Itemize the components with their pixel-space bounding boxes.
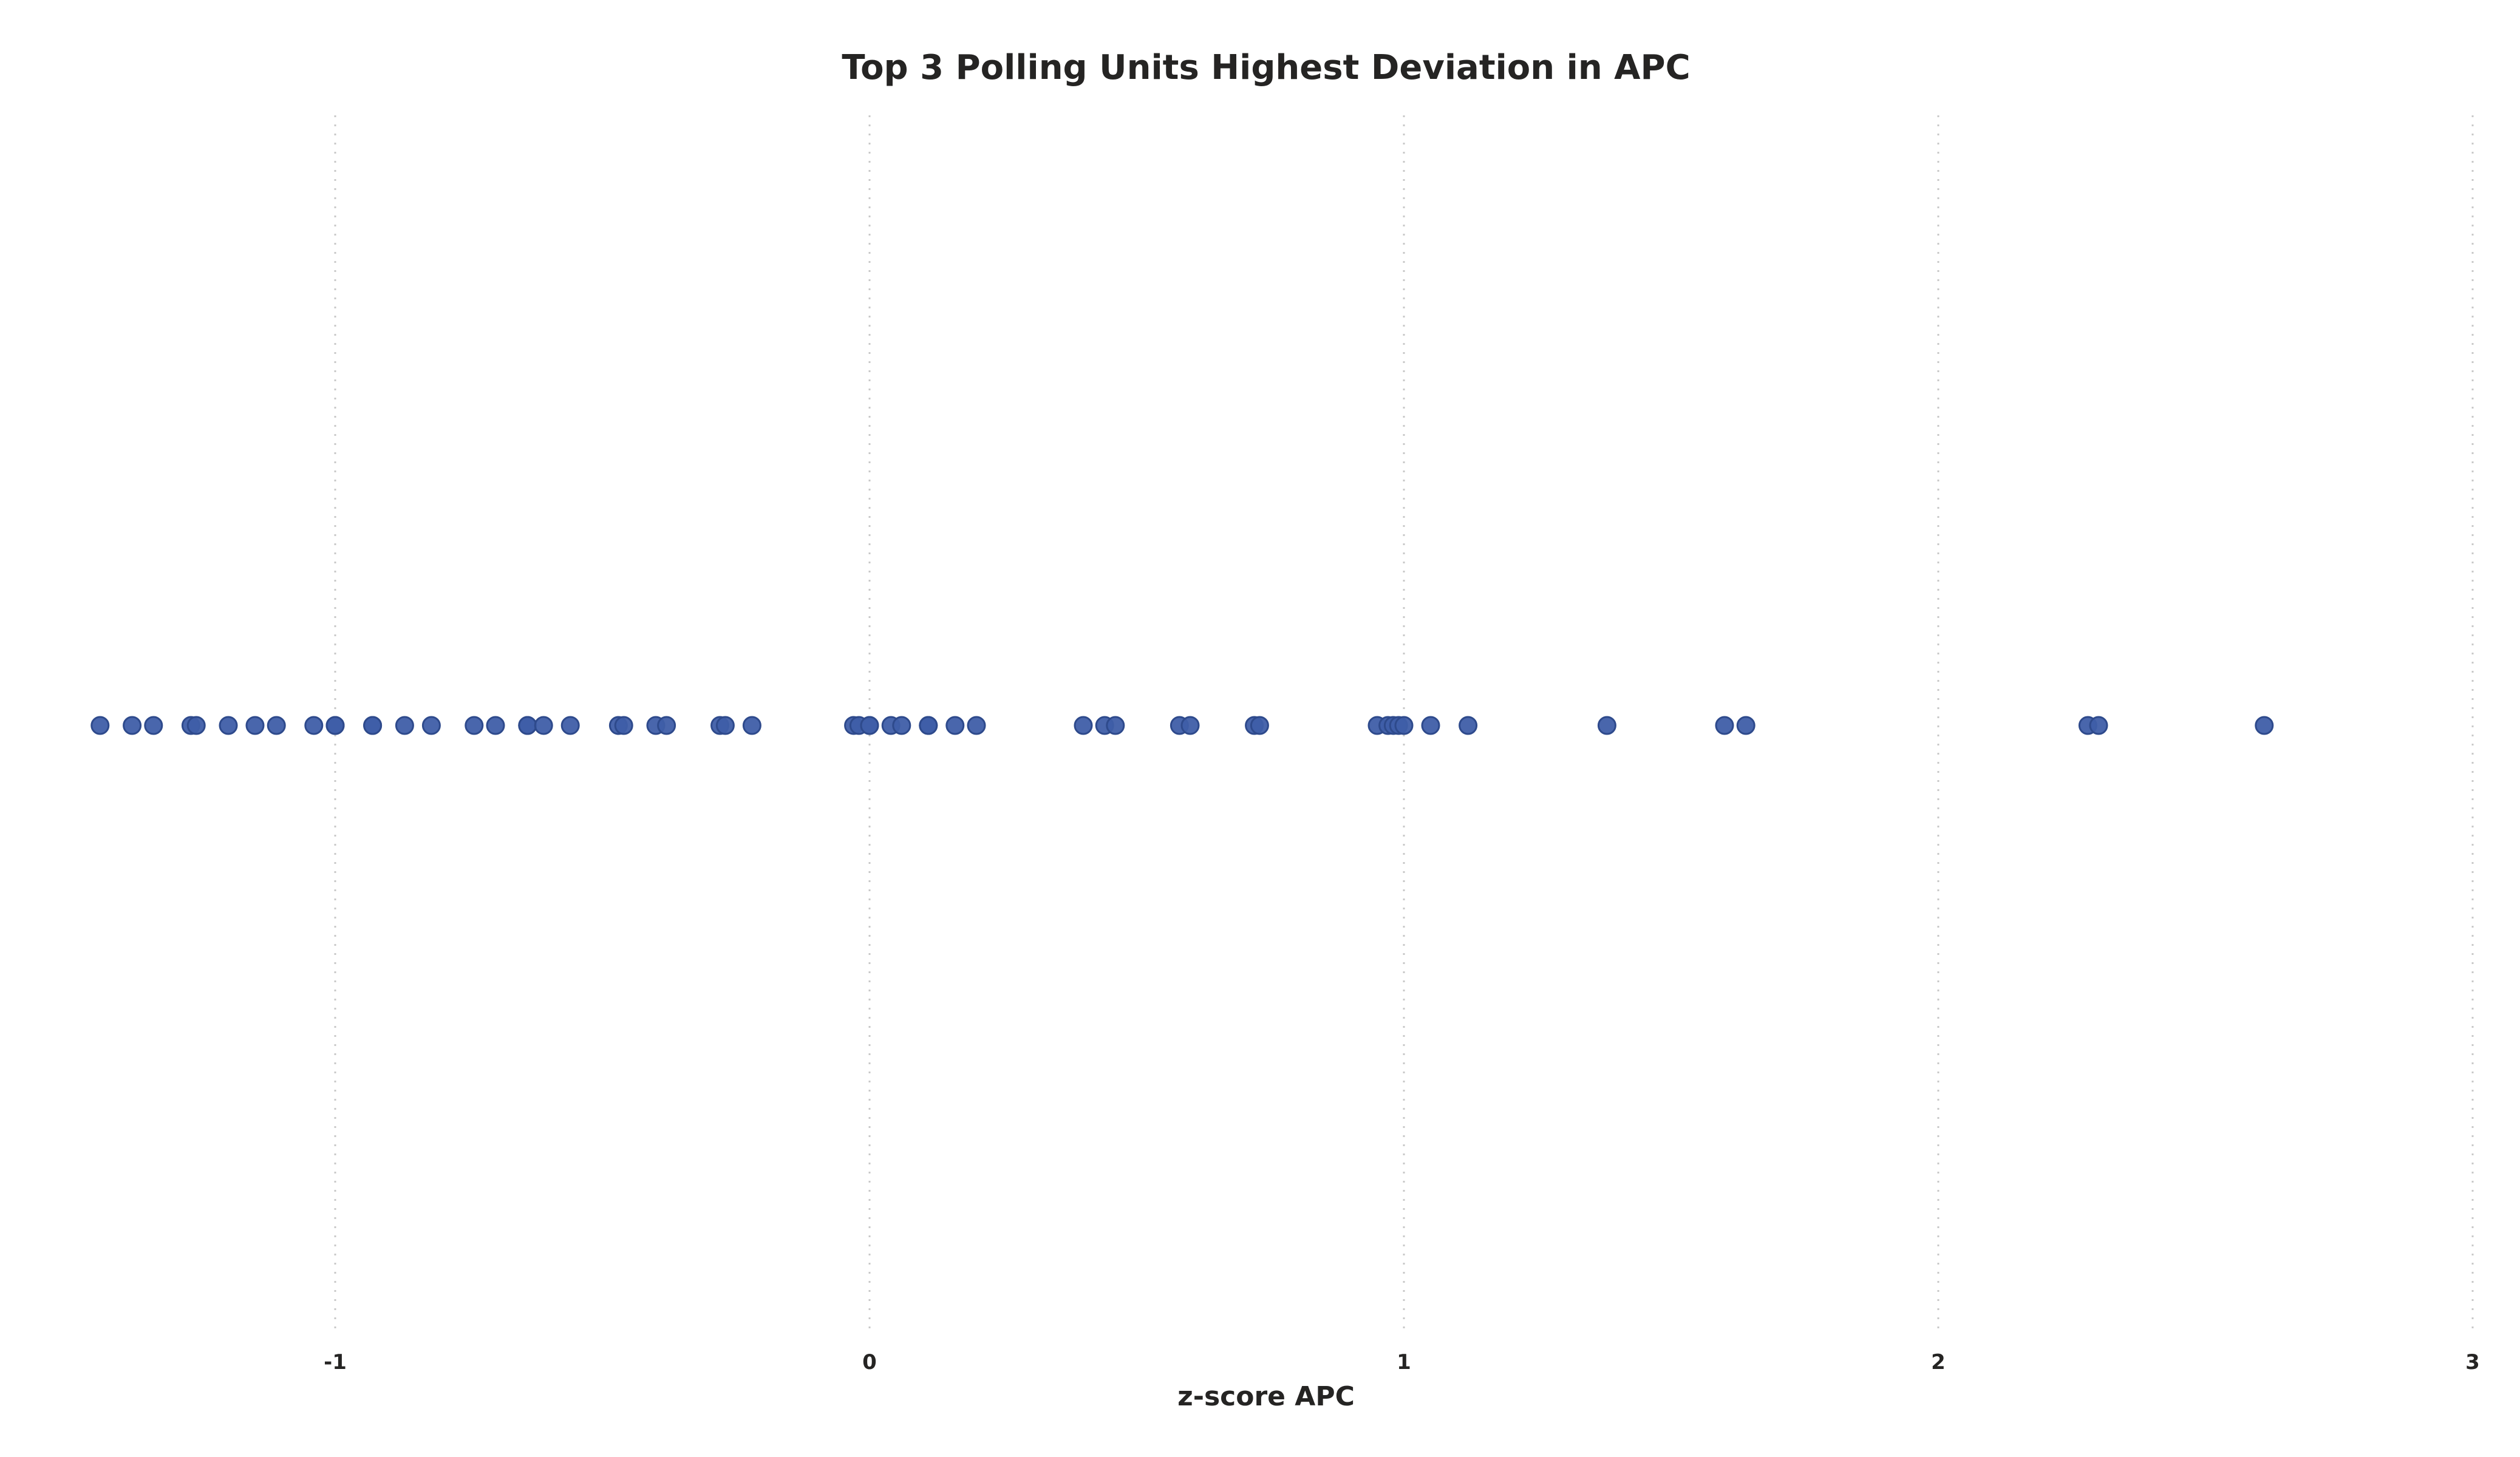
data-point[interactable]: [245, 716, 265, 735]
data-point[interactable]: [325, 716, 345, 735]
data-point[interactable]: [560, 716, 580, 735]
data-point[interactable]: [1250, 716, 1269, 735]
data-point[interactable]: [2089, 716, 2108, 735]
data-point[interactable]: [945, 716, 965, 735]
data-point[interactable]: [465, 716, 484, 735]
data-point[interactable]: [1715, 716, 1734, 735]
x-tick-label: 2: [1931, 1350, 1946, 1374]
data-point[interactable]: [919, 716, 938, 735]
data-point[interactable]: [518, 716, 537, 735]
data-point[interactable]: [90, 716, 110, 735]
data-point[interactable]: [860, 716, 879, 735]
data-point[interactable]: [967, 716, 986, 735]
data-point[interactable]: [1106, 716, 1125, 735]
data-point[interactable]: [614, 716, 633, 735]
data-point[interactable]: [304, 716, 324, 735]
data-point[interactable]: [486, 716, 505, 735]
x-axis-ticks: -1 0 1 2 3: [324, 1350, 2480, 1374]
data-point[interactable]: [657, 716, 676, 735]
data-point[interactable]: [892, 716, 911, 735]
x-tick-label: -1: [324, 1350, 347, 1374]
x-tick-label: 1: [1397, 1350, 1411, 1374]
data-point[interactable]: [421, 716, 441, 735]
data-point[interactable]: [267, 716, 286, 735]
data-point[interactable]: [715, 716, 735, 735]
data-point[interactable]: [1459, 716, 1478, 735]
data-point[interactable]: [1736, 716, 1755, 735]
data-point[interactable]: [1597, 716, 1616, 735]
x-axis-title: z-score APC: [1177, 1381, 1355, 1412]
data-point[interactable]: [534, 716, 553, 735]
data-point[interactable]: [395, 716, 414, 735]
x-tick-label: 3: [2465, 1350, 2480, 1374]
chart-title: Top 3 Polling Units Highest Deviation in…: [842, 48, 1690, 87]
gridlines: [334, 115, 2474, 1330]
data-point[interactable]: [1180, 716, 1200, 735]
x-tick-label: 0: [862, 1350, 877, 1374]
data-point[interactable]: [1394, 716, 1414, 735]
data-point[interactable]: [742, 716, 761, 735]
data-points: [90, 716, 2274, 735]
data-point[interactable]: [219, 716, 238, 735]
data-point[interactable]: [363, 716, 383, 735]
data-point[interactable]: [1074, 716, 1093, 735]
data-point[interactable]: [2255, 716, 2274, 735]
data-point[interactable]: [186, 716, 206, 735]
data-point[interactable]: [144, 716, 163, 735]
data-point[interactable]: [123, 716, 142, 735]
data-point[interactable]: [1421, 716, 1440, 735]
